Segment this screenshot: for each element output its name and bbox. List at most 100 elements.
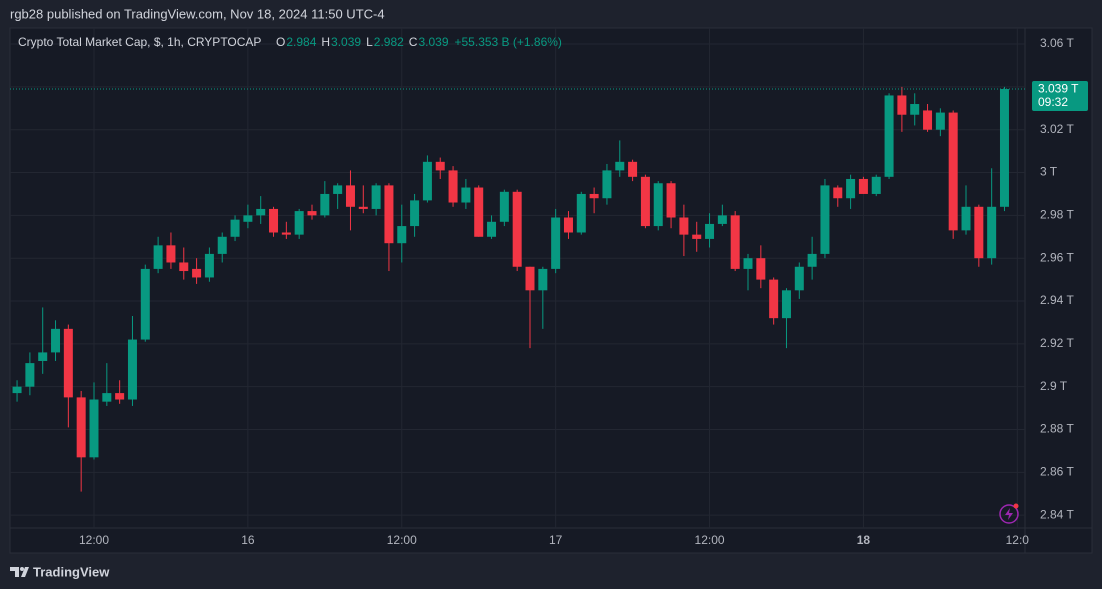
candle-body <box>961 206 971 231</box>
candle-body <box>256 208 266 216</box>
candle-body <box>999 89 1009 207</box>
candle-body <box>794 266 804 291</box>
y-tick-label: 2.94 T <box>1040 293 1074 307</box>
candle-body <box>38 352 48 361</box>
alert-icon[interactable] <box>999 503 1019 524</box>
candle-body <box>717 215 727 224</box>
ohlc-value: 3.039 <box>331 35 361 49</box>
candle-body <box>884 95 894 177</box>
candle-body <box>204 253 214 278</box>
candle-body <box>269 208 279 233</box>
ohlc-key: C <box>409 35 418 49</box>
candle-body <box>12 386 22 394</box>
x-tick-label: 12:00 <box>387 533 417 547</box>
candle-body <box>692 234 702 239</box>
candle-body <box>935 112 945 130</box>
candle-body <box>397 226 407 244</box>
candle-body <box>743 258 753 269</box>
publisher: rgb28 published on TradingView.com, Nov … <box>10 6 385 21</box>
plot <box>10 28 1025 528</box>
candle-body <box>756 258 766 280</box>
candle-body <box>512 191 522 267</box>
chart-title: Crypto Total Market Cap, $, 1h, CRYPTOCA… <box>18 35 261 49</box>
candle-body <box>384 185 394 244</box>
candle-body <box>563 217 573 233</box>
candle-body <box>987 206 997 259</box>
candle-body <box>538 268 548 291</box>
candle-body <box>807 253 817 267</box>
candle-body <box>422 161 432 201</box>
ohlc-key: O <box>276 35 285 49</box>
candle-body <box>602 170 612 199</box>
candle-body <box>127 339 137 400</box>
candle-body <box>333 185 343 194</box>
y-tick-label: 3.02 T <box>1040 122 1074 136</box>
candle-body <box>640 176 650 227</box>
candle-body <box>525 266 535 291</box>
candle-body <box>615 161 625 171</box>
candle-body <box>243 215 253 222</box>
candle-body <box>705 223 715 239</box>
brand-logo[interactable] <box>10 567 29 577</box>
chart-frame <box>9 27 1093 554</box>
y-tick-label: 3.06 T <box>1040 36 1074 50</box>
ohlc-value: 2.982 <box>374 35 404 49</box>
y-tick-label: 3 T <box>1040 165 1058 179</box>
candle-body <box>974 206 984 259</box>
candle-body <box>628 161 638 177</box>
candle-body <box>410 200 420 227</box>
candle-body <box>781 290 791 319</box>
y-tick-label: 2.9 T <box>1040 379 1068 393</box>
candle-body <box>358 206 368 209</box>
candle-body <box>679 217 689 235</box>
candle-body <box>307 211 317 216</box>
candle-body <box>551 217 561 269</box>
ohlc-key: L <box>366 35 373 49</box>
candle-body <box>63 328 73 398</box>
candle-body <box>910 104 920 115</box>
candle-body <box>923 110 933 130</box>
ohlc-value: 2.984 <box>286 35 316 49</box>
candle-body <box>576 193 586 233</box>
x-tick-label: 18 <box>857 533 871 547</box>
ohlc-key: H <box>321 35 330 49</box>
candle-body <box>230 219 240 237</box>
x-tick-label: 16 <box>241 533 255 547</box>
candle-body <box>192 268 202 278</box>
candle-body <box>140 268 150 340</box>
candle-body <box>499 191 509 222</box>
candle-body <box>589 193 599 199</box>
candle-body <box>153 245 163 269</box>
candle-body <box>320 193 330 216</box>
ohlc-value: +55.353 B (+1.86%) <box>455 35 562 49</box>
x-tick-label: 17 <box>549 533 563 547</box>
candle-body <box>217 236 227 254</box>
candle-body <box>51 328 61 353</box>
candle-body <box>89 399 99 458</box>
y-tick-label: 2.92 T <box>1040 336 1074 350</box>
candle-body <box>846 178 856 199</box>
candle-body <box>666 183 676 218</box>
ohlc-legend: O 2.984 H 3.039 L 2.982 C 3.039 +55.353 B (+1.86… <box>276 35 562 49</box>
candle-body <box>487 221 497 237</box>
candle-body <box>179 262 189 272</box>
candle-body <box>294 211 304 235</box>
last-price-tag <box>1032 81 1088 112</box>
candle-body <box>730 215 740 269</box>
candle-body <box>871 176 881 194</box>
candle-body <box>345 185 355 207</box>
candle-body <box>948 112 958 231</box>
y-tick-label: 2.84 T <box>1040 507 1074 521</box>
y-tick-label: 2.96 T <box>1040 250 1074 264</box>
candle-body <box>820 185 830 254</box>
candle-body <box>435 161 445 171</box>
candle-body <box>371 185 381 209</box>
x-tick-label: 12:00 <box>695 533 725 547</box>
candle-body <box>833 187 843 199</box>
x-tick-label: 12:0 <box>1006 533 1030 547</box>
last-price-label: 3.039 T <box>1038 82 1079 96</box>
brand: TradingView <box>33 564 110 579</box>
candle-body <box>461 187 471 203</box>
candle-body <box>897 95 907 115</box>
